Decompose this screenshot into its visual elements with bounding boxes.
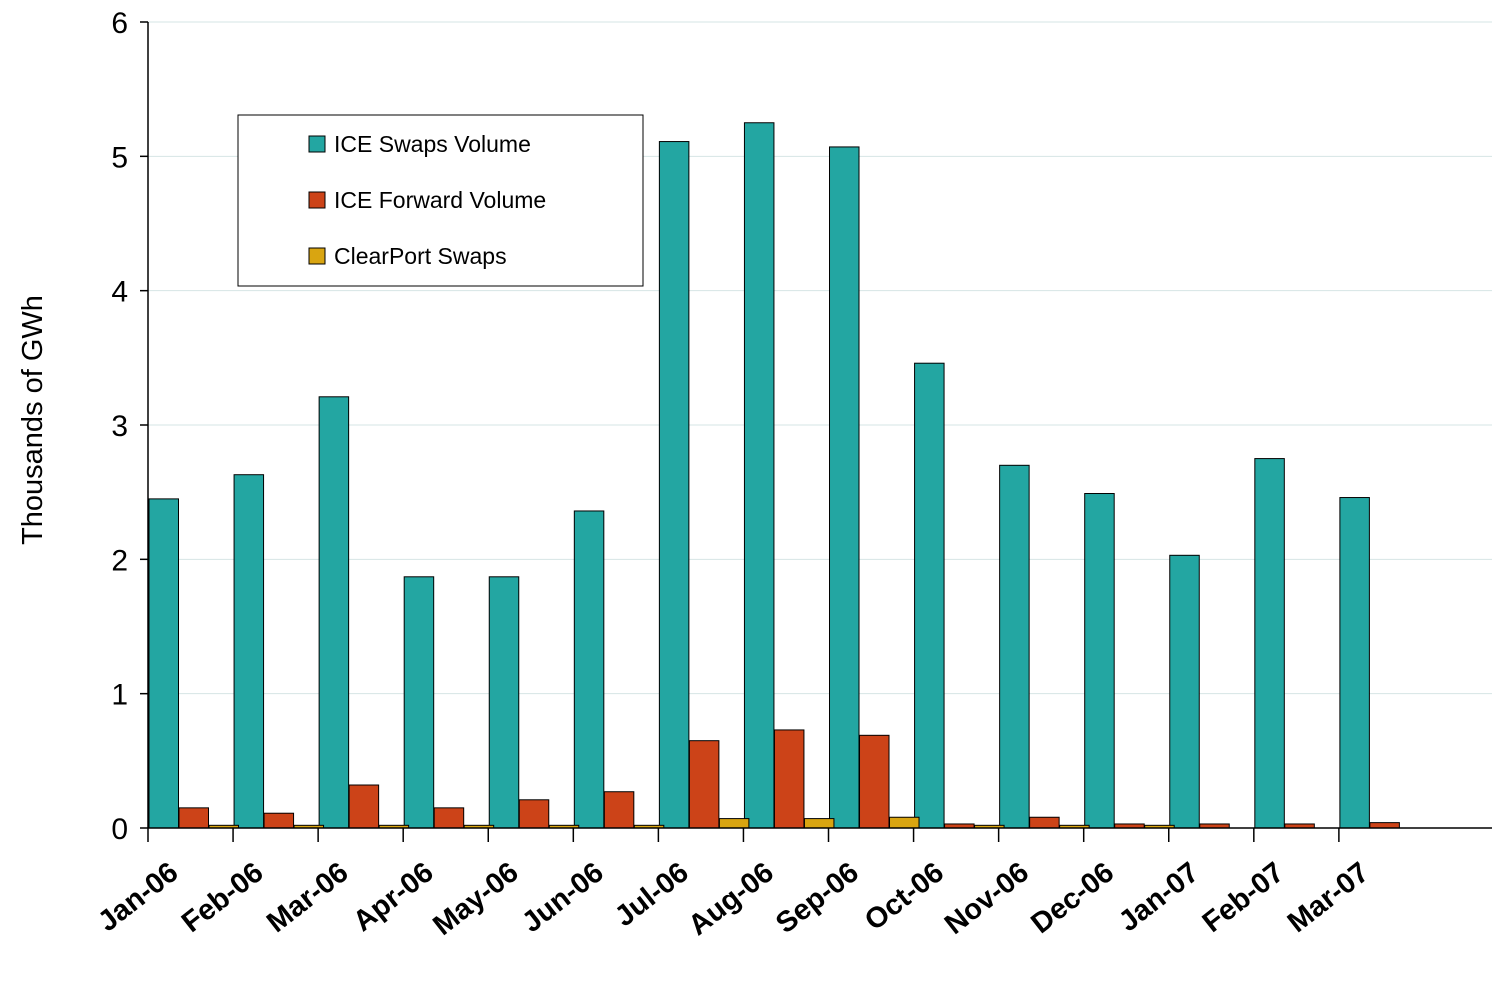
legend-swatch	[308, 191, 326, 209]
x-tick-label: May-06	[427, 856, 524, 942]
legend-box	[237, 114, 644, 287]
bar	[403, 576, 435, 829]
bar	[1254, 458, 1285, 829]
legend-label: ICE Forward Volume	[334, 187, 546, 213]
x-tick-label: Apr-06	[347, 856, 439, 938]
x-tick-label: Dec-06	[1025, 856, 1120, 940]
y-tick-label: 4	[111, 276, 128, 309]
bar	[488, 576, 520, 829]
x-tick-label: Feb-07	[1197, 856, 1290, 939]
bar	[914, 362, 945, 829]
y-tick-label: 2	[111, 544, 128, 577]
bar	[718, 818, 750, 829]
bar	[518, 799, 550, 829]
bar	[1084, 493, 1115, 829]
bars	[148, 122, 1400, 829]
x-tick-label: Jan-06	[92, 856, 184, 938]
bar	[999, 464, 1030, 829]
bar	[178, 807, 209, 829]
y-tick-label: 1	[111, 679, 128, 712]
bar	[318, 396, 350, 829]
bar	[1029, 816, 1060, 829]
x-tick-label: Nov-06	[939, 856, 1035, 941]
legend-swatch	[308, 247, 326, 265]
x-tick-label: Mar-06	[261, 856, 354, 939]
bar	[829, 146, 860, 829]
x-tick-label: Sep-06	[770, 856, 865, 940]
bar	[773, 729, 805, 829]
bar	[573, 510, 605, 829]
bar	[889, 816, 920, 829]
bar	[688, 740, 720, 829]
x-tick-label: Jun-06	[516, 856, 609, 939]
x-tick-label: Aug-06	[683, 856, 780, 942]
bar	[148, 498, 179, 829]
bar	[348, 784, 380, 829]
x-tick-label: Oct-06	[859, 856, 950, 937]
legend-label: ICE Swaps Volume	[334, 131, 531, 157]
x-tick-label: Mar-07	[1282, 856, 1375, 939]
bar	[743, 122, 775, 829]
bar	[263, 812, 295, 829]
legend-label: ClearPort Swaps	[334, 243, 507, 269]
legend-items: ICE Swaps Volume ICE Forward Volume ClearP…	[308, 131, 546, 269]
bar	[433, 807, 465, 829]
x-tick-label: Feb-06	[176, 856, 269, 939]
legend: ICE Swaps Volume ICE Forward Volume ClearP…	[237, 114, 644, 287]
x-tick-label: Jul-06	[609, 856, 695, 933]
y-tick-label: 3	[111, 410, 128, 443]
bar	[1169, 554, 1200, 829]
bar	[859, 734, 890, 829]
y-tick-label: 5	[111, 141, 128, 174]
bar	[603, 791, 635, 829]
bar	[658, 141, 690, 829]
y-axis-title: Thousands of GWh	[17, 295, 49, 545]
y-tick-label: 0	[111, 813, 128, 846]
bar	[1339, 497, 1370, 829]
y-axis-ticks: 0 1 2 3 4 5 6	[111, 7, 148, 846]
legend-swatch	[308, 135, 326, 153]
bar	[803, 818, 835, 829]
x-tick-label: Jan-07	[1113, 856, 1205, 938]
bar	[1369, 822, 1400, 829]
bar	[233, 474, 265, 829]
y-tick-label: 6	[111, 7, 128, 40]
